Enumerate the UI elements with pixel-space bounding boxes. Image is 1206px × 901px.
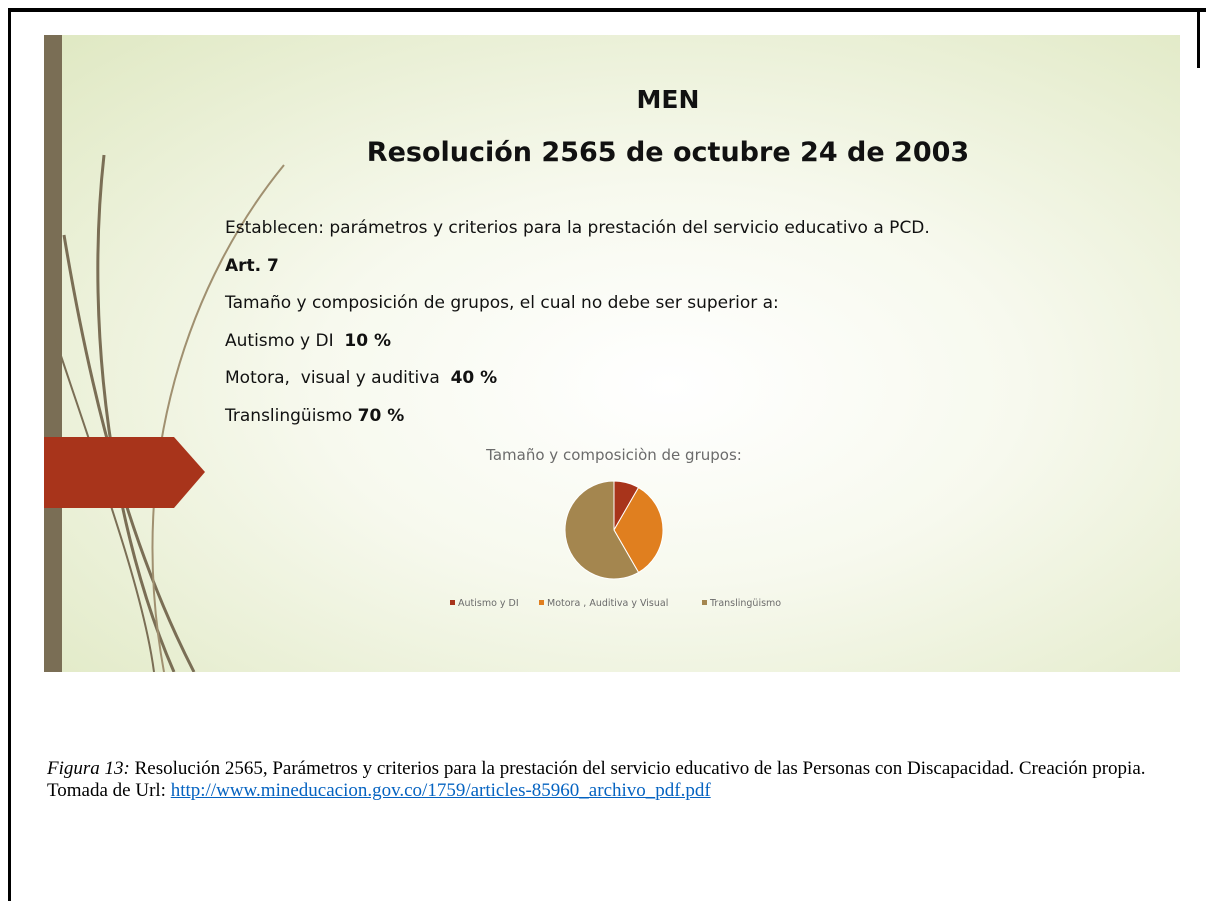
chart-title: Tamaño y composiciòn de grupos:: [485, 446, 742, 464]
page-border: [1197, 8, 1200, 68]
legend-label: Motora , Auditiva y Visual: [547, 598, 668, 609]
legend-marker: [702, 600, 707, 605]
legend-label: Translingüismo: [709, 598, 781, 609]
page: {"slide": { "title": "MEN", "subtitle": …: [0, 0, 1206, 901]
caption-label: Figura 13:: [47, 758, 130, 779]
legend-marker: [450, 600, 455, 605]
caption-link[interactable]: http://www.mineducacion.gov.co/1759/arti…: [171, 780, 711, 801]
legend-label: Autismo y DI: [458, 598, 519, 609]
pie-chart: Tamaño y composiciòn de grupos: Autismo y…: [44, 35, 1180, 672]
legend-marker: [539, 600, 544, 605]
page-border: [8, 8, 11, 901]
slide: MEN Resolución 2565 de octubre 24 de 200…: [44, 35, 1180, 672]
page-border: [8, 8, 1206, 12]
figure-caption: Figura 13: Resolución 2565, Parámetros y…: [47, 758, 1157, 802]
